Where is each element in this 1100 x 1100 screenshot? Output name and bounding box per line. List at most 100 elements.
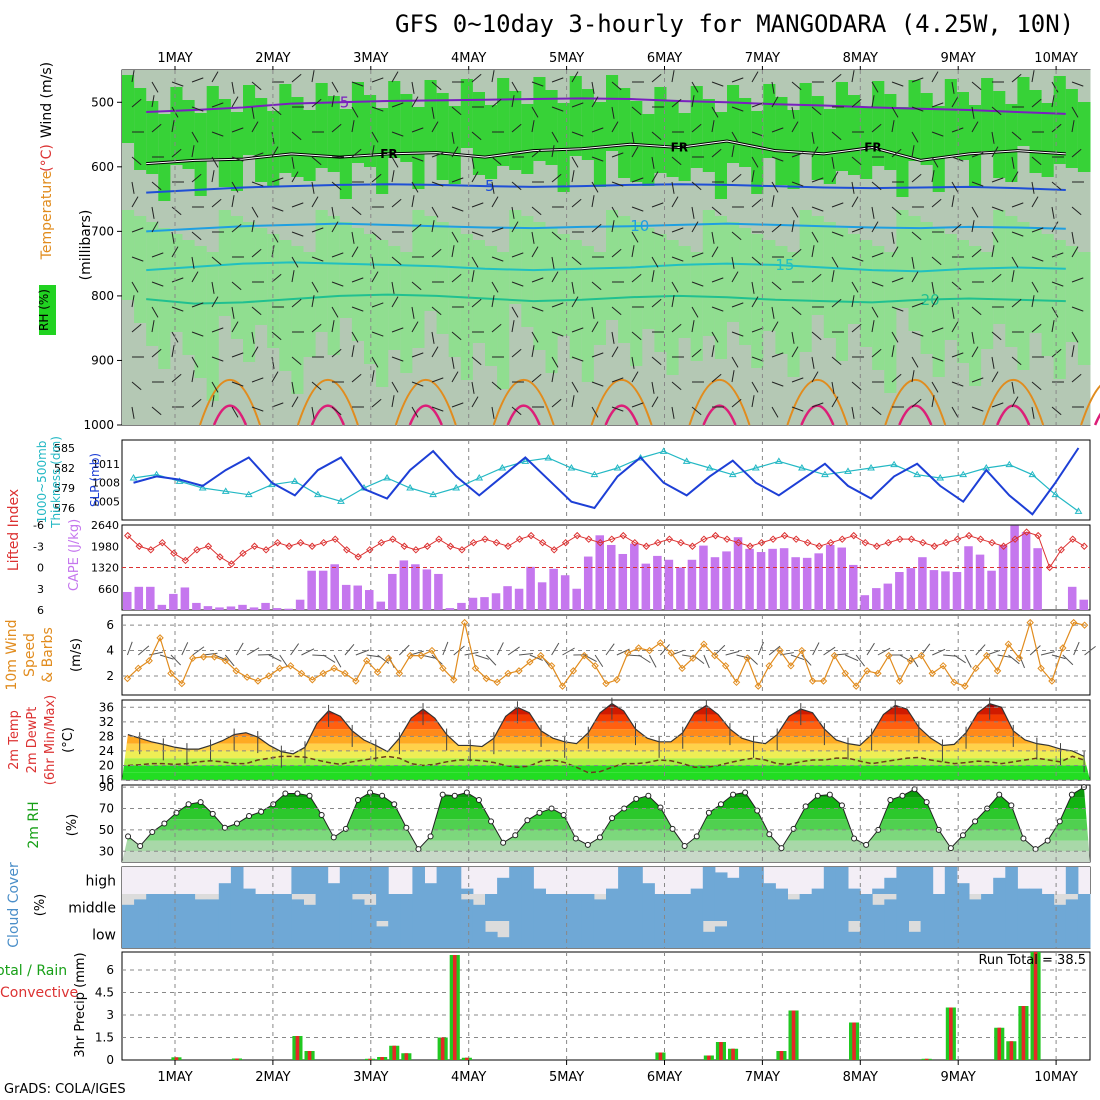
wind-barb [911,173,922,183]
cape-bar [330,564,339,610]
wind-barb [571,198,582,208]
wind-barb [971,121,979,133]
cloud-cover-cell [642,921,655,948]
thickness-marker [1005,460,1014,468]
wind-barb [811,206,824,212]
wind-barb [371,106,384,112]
wind-barb [891,345,895,358]
cloud-cover-cell [702,867,716,894]
cape-bar [365,590,374,610]
li-marker [527,531,535,540]
cloud-cover-cell [557,894,571,921]
cloud-level-label: low [92,928,116,944]
wind-speed-marker [711,651,719,660]
wind-speed-marker [286,662,295,670]
wind-barb [291,396,299,408]
wind-barb [971,81,982,91]
cloud-cover-cell [727,877,740,894]
wind-barb [971,331,975,344]
wind-barb [191,106,204,112]
li-marker [792,535,800,543]
temperature-axis-title: Temperature [39,171,55,261]
wind-speed-marker [961,682,969,690]
cloud-cover-cell [339,894,353,921]
wind-barb [191,77,204,83]
wind-speed-marker [874,669,882,678]
wind-barb [891,106,899,118]
wind-barb [431,121,439,133]
wind-barb [171,206,182,216]
rh-high-column [303,110,317,181]
wind-barb [751,256,762,266]
wind-barb [471,270,475,283]
wind-barb [151,81,159,93]
wind-barb [271,206,284,212]
wind-barb-10m [518,653,533,656]
temp-color-band [122,765,1090,773]
wind-barb [271,177,284,183]
cloud-cover-cell [1065,867,1079,894]
wind-barb [631,206,644,212]
rh2m-marker [342,825,349,832]
cape-bar [941,571,950,610]
cloud-cover-cell [1065,921,1079,948]
rh2m-marker [923,799,930,806]
temp-color-band [122,750,1090,759]
thickness-marker [567,464,576,471]
wind-barb [1031,70,1035,83]
wind-barb [911,398,922,408]
freezing-level-label: FR [380,147,397,161]
wind-barb [531,231,535,244]
wind-speed-marker [210,653,219,661]
wind-barb [891,231,895,244]
precip-convective-bar [440,1037,445,1060]
wind-barb [551,173,562,183]
rh-high-column [206,86,220,160]
wind-barb [491,70,495,83]
wind-barb [411,406,419,418]
rh-mid-column [436,222,450,334]
temp-contour-5 [146,183,1066,194]
cloud-cover-cell [618,867,631,894]
wind-barb [331,123,342,133]
li-marker [827,539,835,547]
wind-barb [331,81,339,93]
wind-barb [631,371,639,383]
li-marker [665,535,674,543]
temp-contour-25-loop [982,379,1045,426]
cloud-cover-cell [763,883,776,894]
rh-mid-column [279,240,292,371]
wind-barb [151,123,162,133]
thickness-marker [751,464,760,471]
rh-high-column [376,108,389,194]
cloud-cover-cell [460,921,474,948]
cloud-cover-cell [666,921,680,948]
wind-barb [971,152,984,158]
wind-barb [551,145,555,158]
cape-bar [203,606,213,610]
cloud-cover-cell [485,931,498,948]
rh-mid-column [799,210,813,352]
wind-speed-marker [482,674,491,683]
wind-barb [631,402,644,408]
li-marker [538,539,547,547]
cloud-cover-cell [763,921,776,948]
wind-barb [291,231,304,237]
wind-barb-10m [246,647,260,656]
cloud-cover-cell [569,921,583,948]
wind-barb [451,231,459,243]
li-tick-label: -3 [33,540,44,553]
thickness-marker [452,484,461,491]
wind-barb [131,256,144,262]
cloud-cover-cell [981,894,994,921]
wind-speed-marker [982,651,991,660]
wind-barb [711,373,722,383]
wind-barb [1031,406,1035,419]
cloud-cover-cell [448,867,462,894]
wind-barb [431,220,435,233]
wind-barb [311,70,315,83]
wind-barb [351,120,355,133]
cloud-cover-cell [388,921,401,948]
thickness-marker [1028,470,1037,478]
wind-speed-marker [928,669,936,678]
